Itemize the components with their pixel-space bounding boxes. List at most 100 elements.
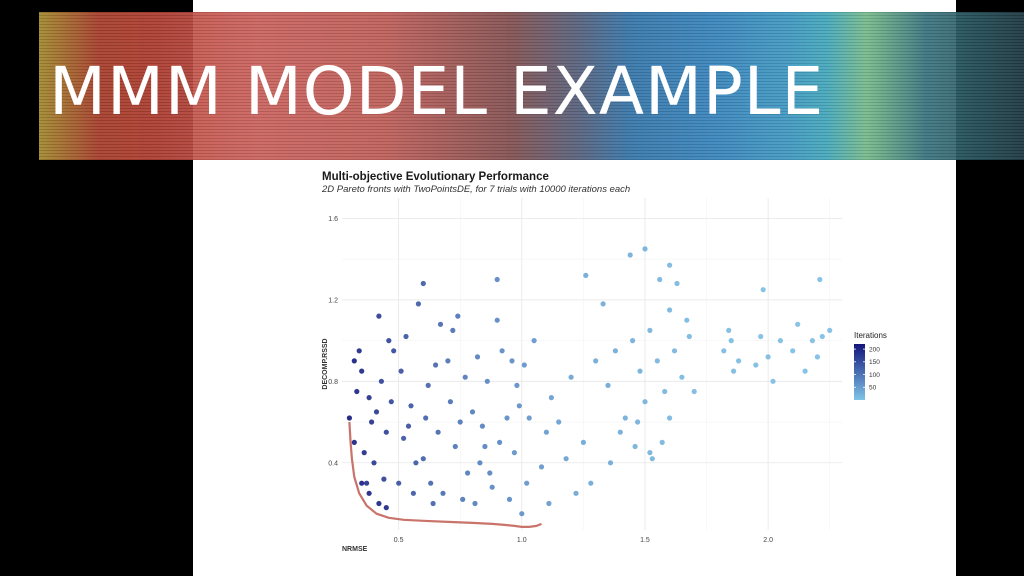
data-point xyxy=(465,470,471,476)
data-point xyxy=(415,301,421,307)
data-point xyxy=(531,338,537,344)
data-point xyxy=(548,395,555,401)
data-point xyxy=(736,358,742,364)
data-point xyxy=(674,280,680,287)
data-point xyxy=(477,460,483,466)
data-point xyxy=(366,395,372,401)
data-point xyxy=(568,374,574,380)
data-point xyxy=(455,313,461,319)
data-point xyxy=(635,419,641,425)
data-point xyxy=(728,338,734,344)
data-point xyxy=(405,423,412,429)
data-point xyxy=(637,368,643,374)
data-point xyxy=(376,313,382,319)
data-point xyxy=(526,415,532,421)
data-point xyxy=(817,276,823,283)
data-point xyxy=(440,490,446,496)
data-point xyxy=(758,333,764,340)
data-point xyxy=(388,399,394,405)
data-point xyxy=(770,378,776,384)
data-point xyxy=(679,374,685,380)
data-point xyxy=(364,480,370,486)
data-point xyxy=(721,348,727,354)
data-point xyxy=(600,301,606,307)
data-point xyxy=(484,378,490,384)
data-point xyxy=(671,348,678,354)
plot-grid xyxy=(342,198,842,530)
data-point xyxy=(462,374,468,380)
data-point xyxy=(556,419,562,425)
data-point xyxy=(516,403,522,409)
data-point xyxy=(472,500,478,507)
data-point xyxy=(494,317,500,323)
chart-subtitle: 2D Pareto fronts with TwoPointsDE, for 7… xyxy=(322,184,631,195)
data-point xyxy=(814,354,821,360)
data-point xyxy=(356,348,362,354)
data-point xyxy=(777,338,784,344)
data-point xyxy=(686,333,692,340)
data-point xyxy=(346,415,352,421)
pareto-front-line xyxy=(348,421,542,528)
data-point xyxy=(630,338,636,344)
data-point xyxy=(430,500,436,507)
data-point xyxy=(359,480,365,486)
data-point xyxy=(351,439,357,445)
data-point xyxy=(509,358,515,364)
data-point xyxy=(469,409,476,415)
data-point xyxy=(521,362,527,368)
data-point xyxy=(760,287,766,293)
data-point xyxy=(494,276,500,283)
data-point xyxy=(420,280,426,287)
data-point xyxy=(632,443,638,450)
data-point xyxy=(433,362,439,368)
data-point xyxy=(795,321,801,327)
data-point xyxy=(437,321,444,327)
data-point xyxy=(790,348,796,354)
data-point xyxy=(359,368,365,374)
data-point xyxy=(563,456,569,462)
data-point xyxy=(647,327,653,333)
pareto-front-layer xyxy=(348,421,542,528)
data-point xyxy=(450,327,456,333)
data-point xyxy=(408,403,414,409)
y-tick-label: 0.8 xyxy=(328,379,338,386)
title-banner xyxy=(39,12,1024,160)
data-point xyxy=(809,338,816,344)
data-point xyxy=(765,354,771,360)
data-point xyxy=(489,484,495,490)
data-point xyxy=(649,456,655,462)
data-point xyxy=(691,388,697,395)
data-point xyxy=(605,382,611,388)
data-point xyxy=(460,496,466,502)
data-point xyxy=(514,382,520,388)
axes: 0.5 1.0 1.5 2.0 0.4 0.8 1.2 1.6 NRMSE DECOMP.RSSD xyxy=(322,216,773,553)
data-point xyxy=(479,423,485,429)
data-point xyxy=(413,460,419,466)
data-point xyxy=(543,429,550,435)
data-point xyxy=(524,480,530,486)
x-axis-title: NRMSE xyxy=(342,546,368,553)
data-point xyxy=(511,450,517,456)
y-axis-title: DECOMP.RSSD xyxy=(322,338,329,389)
data-point xyxy=(617,429,623,435)
data-point xyxy=(642,246,648,252)
legend: Iterations 200 150 100 50 xyxy=(854,331,887,400)
data-point xyxy=(612,348,619,354)
data-point xyxy=(573,490,579,496)
y-tick-label: 0.4 xyxy=(328,460,338,467)
data-point xyxy=(428,480,434,486)
data-point xyxy=(425,382,431,388)
x-tick-label: 1.0 xyxy=(517,537,527,544)
data-point xyxy=(642,399,648,405)
data-point xyxy=(447,399,453,405)
data-point xyxy=(401,435,407,441)
data-point xyxy=(753,362,759,368)
data-point xyxy=(482,443,488,450)
data-point xyxy=(452,443,458,450)
data-point xyxy=(383,505,389,511)
legend-label: 200 xyxy=(869,346,880,353)
data-point xyxy=(410,490,416,496)
legend-colorbar xyxy=(854,344,865,400)
chart-title: Multi-objective Evolutionary Performance xyxy=(322,171,549,183)
